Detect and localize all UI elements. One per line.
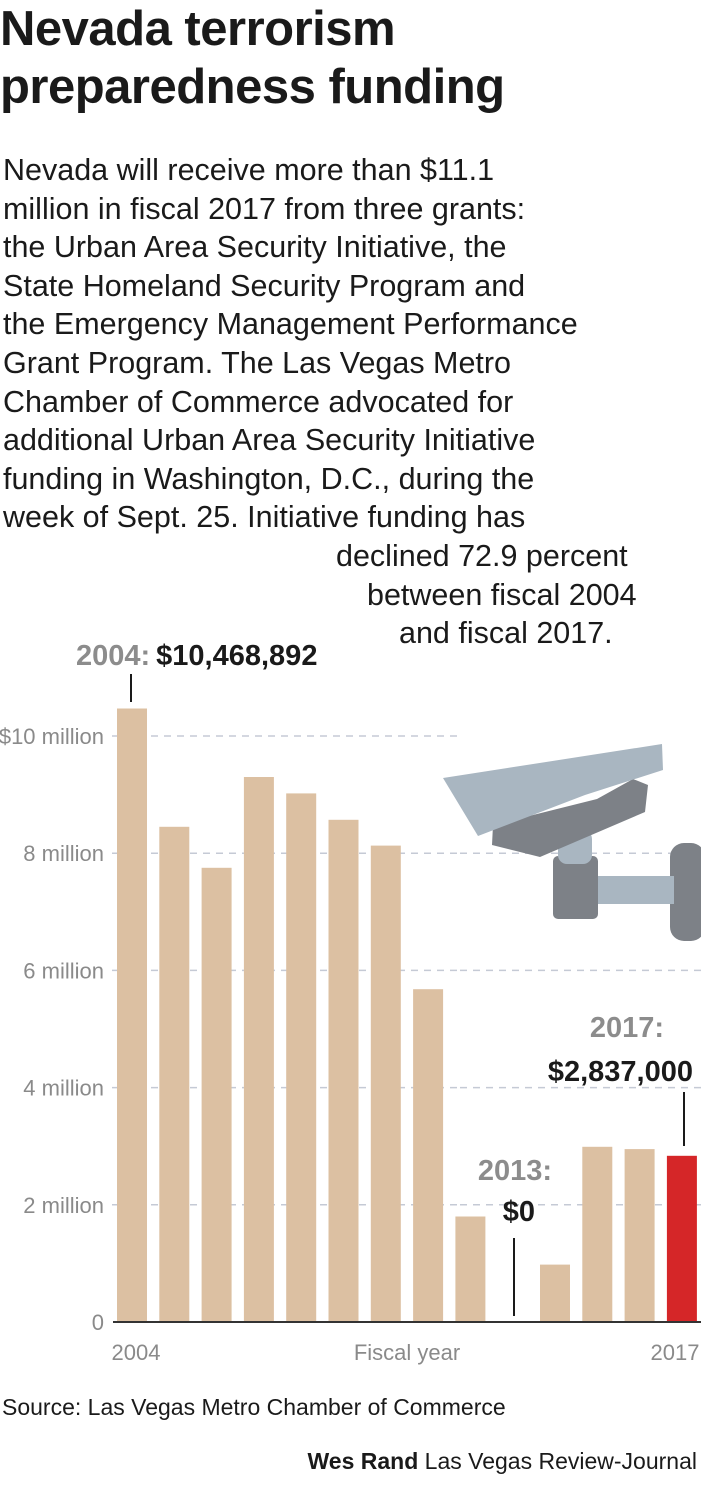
- camera-body-side: [492, 779, 648, 857]
- description-line: Nevada will receive more than $11.1: [3, 153, 495, 187]
- annotation-2004-text: 2004: $10,468,892: [76, 640, 317, 672]
- description-line: between fiscal 2004: [367, 577, 637, 612]
- bar-2007: [243, 777, 274, 1322]
- bar-2009: [328, 819, 359, 1322]
- x-tick-label-last: 2017: [651, 1340, 700, 1365]
- annotation-2013-year: 2013:: [478, 1155, 552, 1187]
- source-note: Source: Las Vegas Metro Chamber of Comme…: [2, 1394, 506, 1420]
- description-line: funding in Washington, D.C., during the: [3, 461, 535, 496]
- security-camera-icon: [443, 744, 701, 941]
- annotation-2013-amount: $0: [503, 1196, 535, 1228]
- bar-2010: [370, 845, 401, 1322]
- y-tick-label: 0: [92, 1310, 104, 1335]
- description-line: week of Sept. 25. Initiative funding has: [3, 500, 526, 535]
- camera-wall-mount: [670, 843, 701, 941]
- credit-line: Wes Rand Las Vegas Review-Journal: [308, 1448, 698, 1475]
- description-line: additional Urban Area Security Initiativ…: [3, 423, 536, 458]
- annotation-2004: 2004: $10,468,892: [76, 640, 317, 702]
- annotation-2013: 2013: $0: [478, 1155, 552, 1316]
- bar-2016: [624, 1149, 655, 1322]
- description-line: the Emergency Management Performance: [3, 307, 578, 342]
- annotation-2017-amount: $2,837,000: [548, 1056, 693, 1088]
- bar-2004: [117, 708, 147, 1322]
- bar-2012: [455, 1216, 486, 1322]
- y-tick-label: 2 million: [23, 1193, 104, 1218]
- description-line: the Urban Area Security Initiative, the: [3, 230, 507, 265]
- description-line: million in fiscal 2017 from three grants…: [3, 191, 526, 226]
- bar-2011: [413, 989, 444, 1322]
- y-tick-label: 8 million: [23, 841, 104, 866]
- y-tick-label: $10 million: [0, 724, 104, 749]
- y-axis-labels: $10 million 8 million 6 million 4 million 2 …: [0, 724, 104, 1335]
- credit-author: Wes Rand: [307, 1448, 419, 1474]
- chart-title-line: Nevada terrorism: [0, 2, 396, 56]
- description-line: and fiscal 2017.: [399, 616, 613, 651]
- bar-2017: [666, 1155, 697, 1322]
- camera-joint: [553, 856, 598, 919]
- bar-2006: [201, 867, 232, 1322]
- camera-arm: [592, 876, 674, 904]
- description-line: Grant Program. The Las Vegas Metro: [3, 345, 512, 380]
- bar-2005: [159, 826, 190, 1322]
- chart-title-line: preparedness funding: [0, 60, 505, 114]
- annotation-2017: 2017: $2,837,000: [548, 1012, 693, 1146]
- annotation-2017-year: 2017:: [590, 1012, 664, 1044]
- chart-title: Nevada terrorism preparedness funding: [0, 0, 701, 116]
- annotation-2004-amount: $10,468,892: [156, 640, 317, 672]
- bar-2014: [540, 1264, 570, 1322]
- chart-description: Nevada will receive more than $11.1 mill…: [3, 151, 693, 653]
- y-tick-label: 4 million: [23, 1076, 104, 1101]
- description-line: Chamber of Commerce advocated for: [3, 384, 514, 419]
- camera-body-top: [443, 744, 663, 836]
- bars: [117, 708, 697, 1322]
- description-line: declined 72.9 percent: [336, 538, 628, 573]
- y-tick-label: 6 million: [23, 958, 104, 983]
- description-line: State Homeland Security Program and: [3, 268, 526, 303]
- annotation-2004-year: 2004:: [76, 640, 150, 672]
- bar-2015: [582, 1146, 613, 1322]
- bar-2008: [286, 793, 317, 1322]
- x-tick-label-first: 2004: [112, 1340, 161, 1365]
- credit-outlet: Las Vegas Review-Journal: [424, 1448, 697, 1474]
- x-axis-label: Fiscal year: [354, 1340, 460, 1365]
